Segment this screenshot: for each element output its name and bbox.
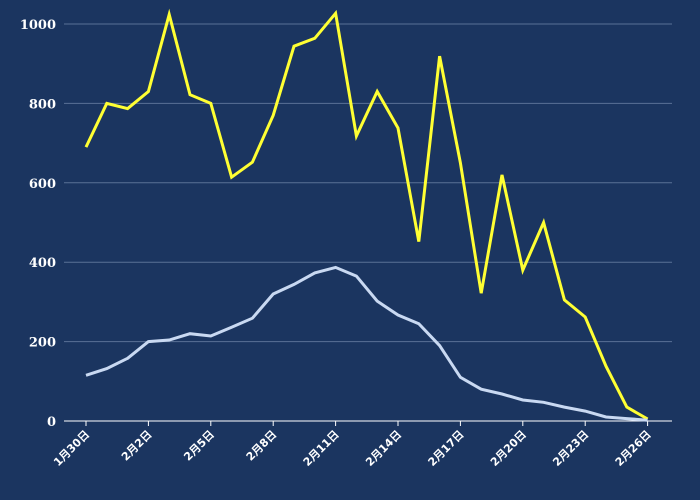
series-line-1 (84, 8, 649, 421)
x-tick-label: 2月20日 (488, 428, 529, 469)
y-tick-label: 0 (47, 415, 56, 430)
x-tick-label: 2月5日 (181, 428, 217, 464)
x-tick-label: 2月2日 (119, 428, 155, 464)
y-tick-label: 800 (29, 97, 56, 112)
x-tick-label: 2月11日 (301, 428, 342, 469)
x-axis: 1月30日 2月2日 2月5日 2月8日 2月11日 2月14日 2月17日 2月20日 2月2… (51, 420, 672, 469)
x-tick-label: 2月26日 (613, 428, 654, 469)
grid-lines (64, 23, 672, 422)
x-tick-label: 2月14日 (363, 428, 404, 469)
y-tick-label: 600 (29, 177, 56, 192)
y-tick-label: 400 (29, 256, 56, 271)
series-lines (84, 8, 649, 422)
x-tick-label: 1月30日 (51, 428, 92, 469)
x-tick-label: 2月17日 (426, 428, 467, 469)
series-line-2 (85, 265, 648, 422)
x-tick-label: 2月23日 (550, 428, 591, 469)
y-tick-label: 200 (29, 336, 56, 351)
y-tick-label: 1000 (20, 18, 56, 33)
x-tick-label: 2月8日 (244, 428, 280, 464)
y-axis: 0 200 400 600 800 1000 (20, 18, 56, 430)
